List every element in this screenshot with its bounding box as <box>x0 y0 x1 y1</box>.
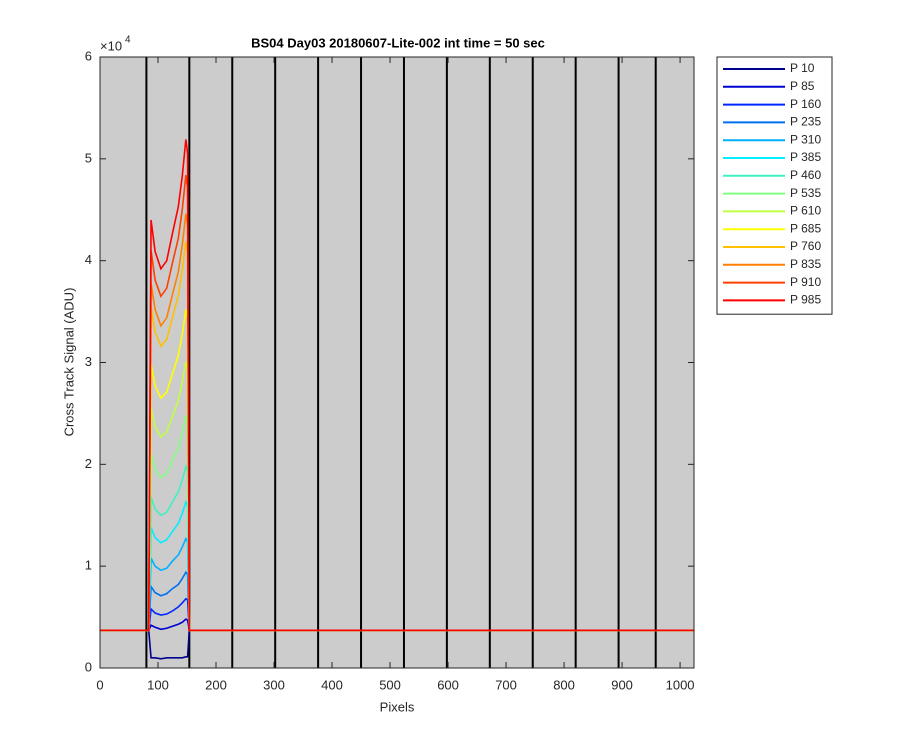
y-tick-label: 6 <box>85 48 92 63</box>
x-tick-label: 600 <box>437 677 459 692</box>
x-tick-label: 200 <box>205 677 227 692</box>
legend-label: P 835 <box>790 257 821 271</box>
x-tick-label: 700 <box>495 677 517 692</box>
legend-label: P 385 <box>790 150 821 164</box>
y-multiplier-exponent: 4 <box>125 35 131 46</box>
y-tick-label: 3 <box>85 354 92 369</box>
y-tick-label: 0 <box>85 659 92 674</box>
legend-label: P 460 <box>790 168 821 182</box>
legend-label: P 160 <box>790 97 821 111</box>
series-line <box>100 618 694 632</box>
legend-label: P 85 <box>790 79 815 93</box>
legend-box <box>716 56 833 315</box>
y-multiplier: ×10 <box>100 38 122 53</box>
chart-title: BS04 Day03 20180607-Lite-002 int time = … <box>251 35 545 50</box>
x-tick-label: 400 <box>321 677 343 692</box>
x-tick-label: 500 <box>379 677 401 692</box>
x-tick-label: 0 <box>96 677 103 692</box>
legend-label: P 10 <box>790 61 815 75</box>
plot-background <box>100 57 694 668</box>
y-tick-label: 2 <box>85 456 92 471</box>
x-axis-label: Pixels <box>380 699 415 714</box>
y-tick-label: 4 <box>85 252 92 267</box>
legend-label: P 760 <box>790 239 821 253</box>
x-tick-label: 900 <box>611 677 633 692</box>
x-tick-label: 100 <box>147 677 169 692</box>
legend-label: P 985 <box>790 293 821 307</box>
x-tick-label: 300 <box>263 677 285 692</box>
y-axis-label: Cross Track Signal (ADU) <box>61 288 76 437</box>
series-line <box>100 139 694 632</box>
series-line <box>100 629 694 660</box>
legend-label: P 235 <box>790 115 821 129</box>
x-tick-label: 1000 <box>666 677 695 692</box>
legend-label: P 610 <box>790 204 821 218</box>
x-tick-label: 800 <box>553 677 575 692</box>
y-tick-label: 1 <box>85 558 92 573</box>
legend-label: P 685 <box>790 221 821 235</box>
legend-label: P 910 <box>790 275 821 289</box>
legend-label: P 310 <box>790 132 821 146</box>
y-tick-label: 5 <box>85 150 92 165</box>
legend-label: P 535 <box>790 186 821 200</box>
